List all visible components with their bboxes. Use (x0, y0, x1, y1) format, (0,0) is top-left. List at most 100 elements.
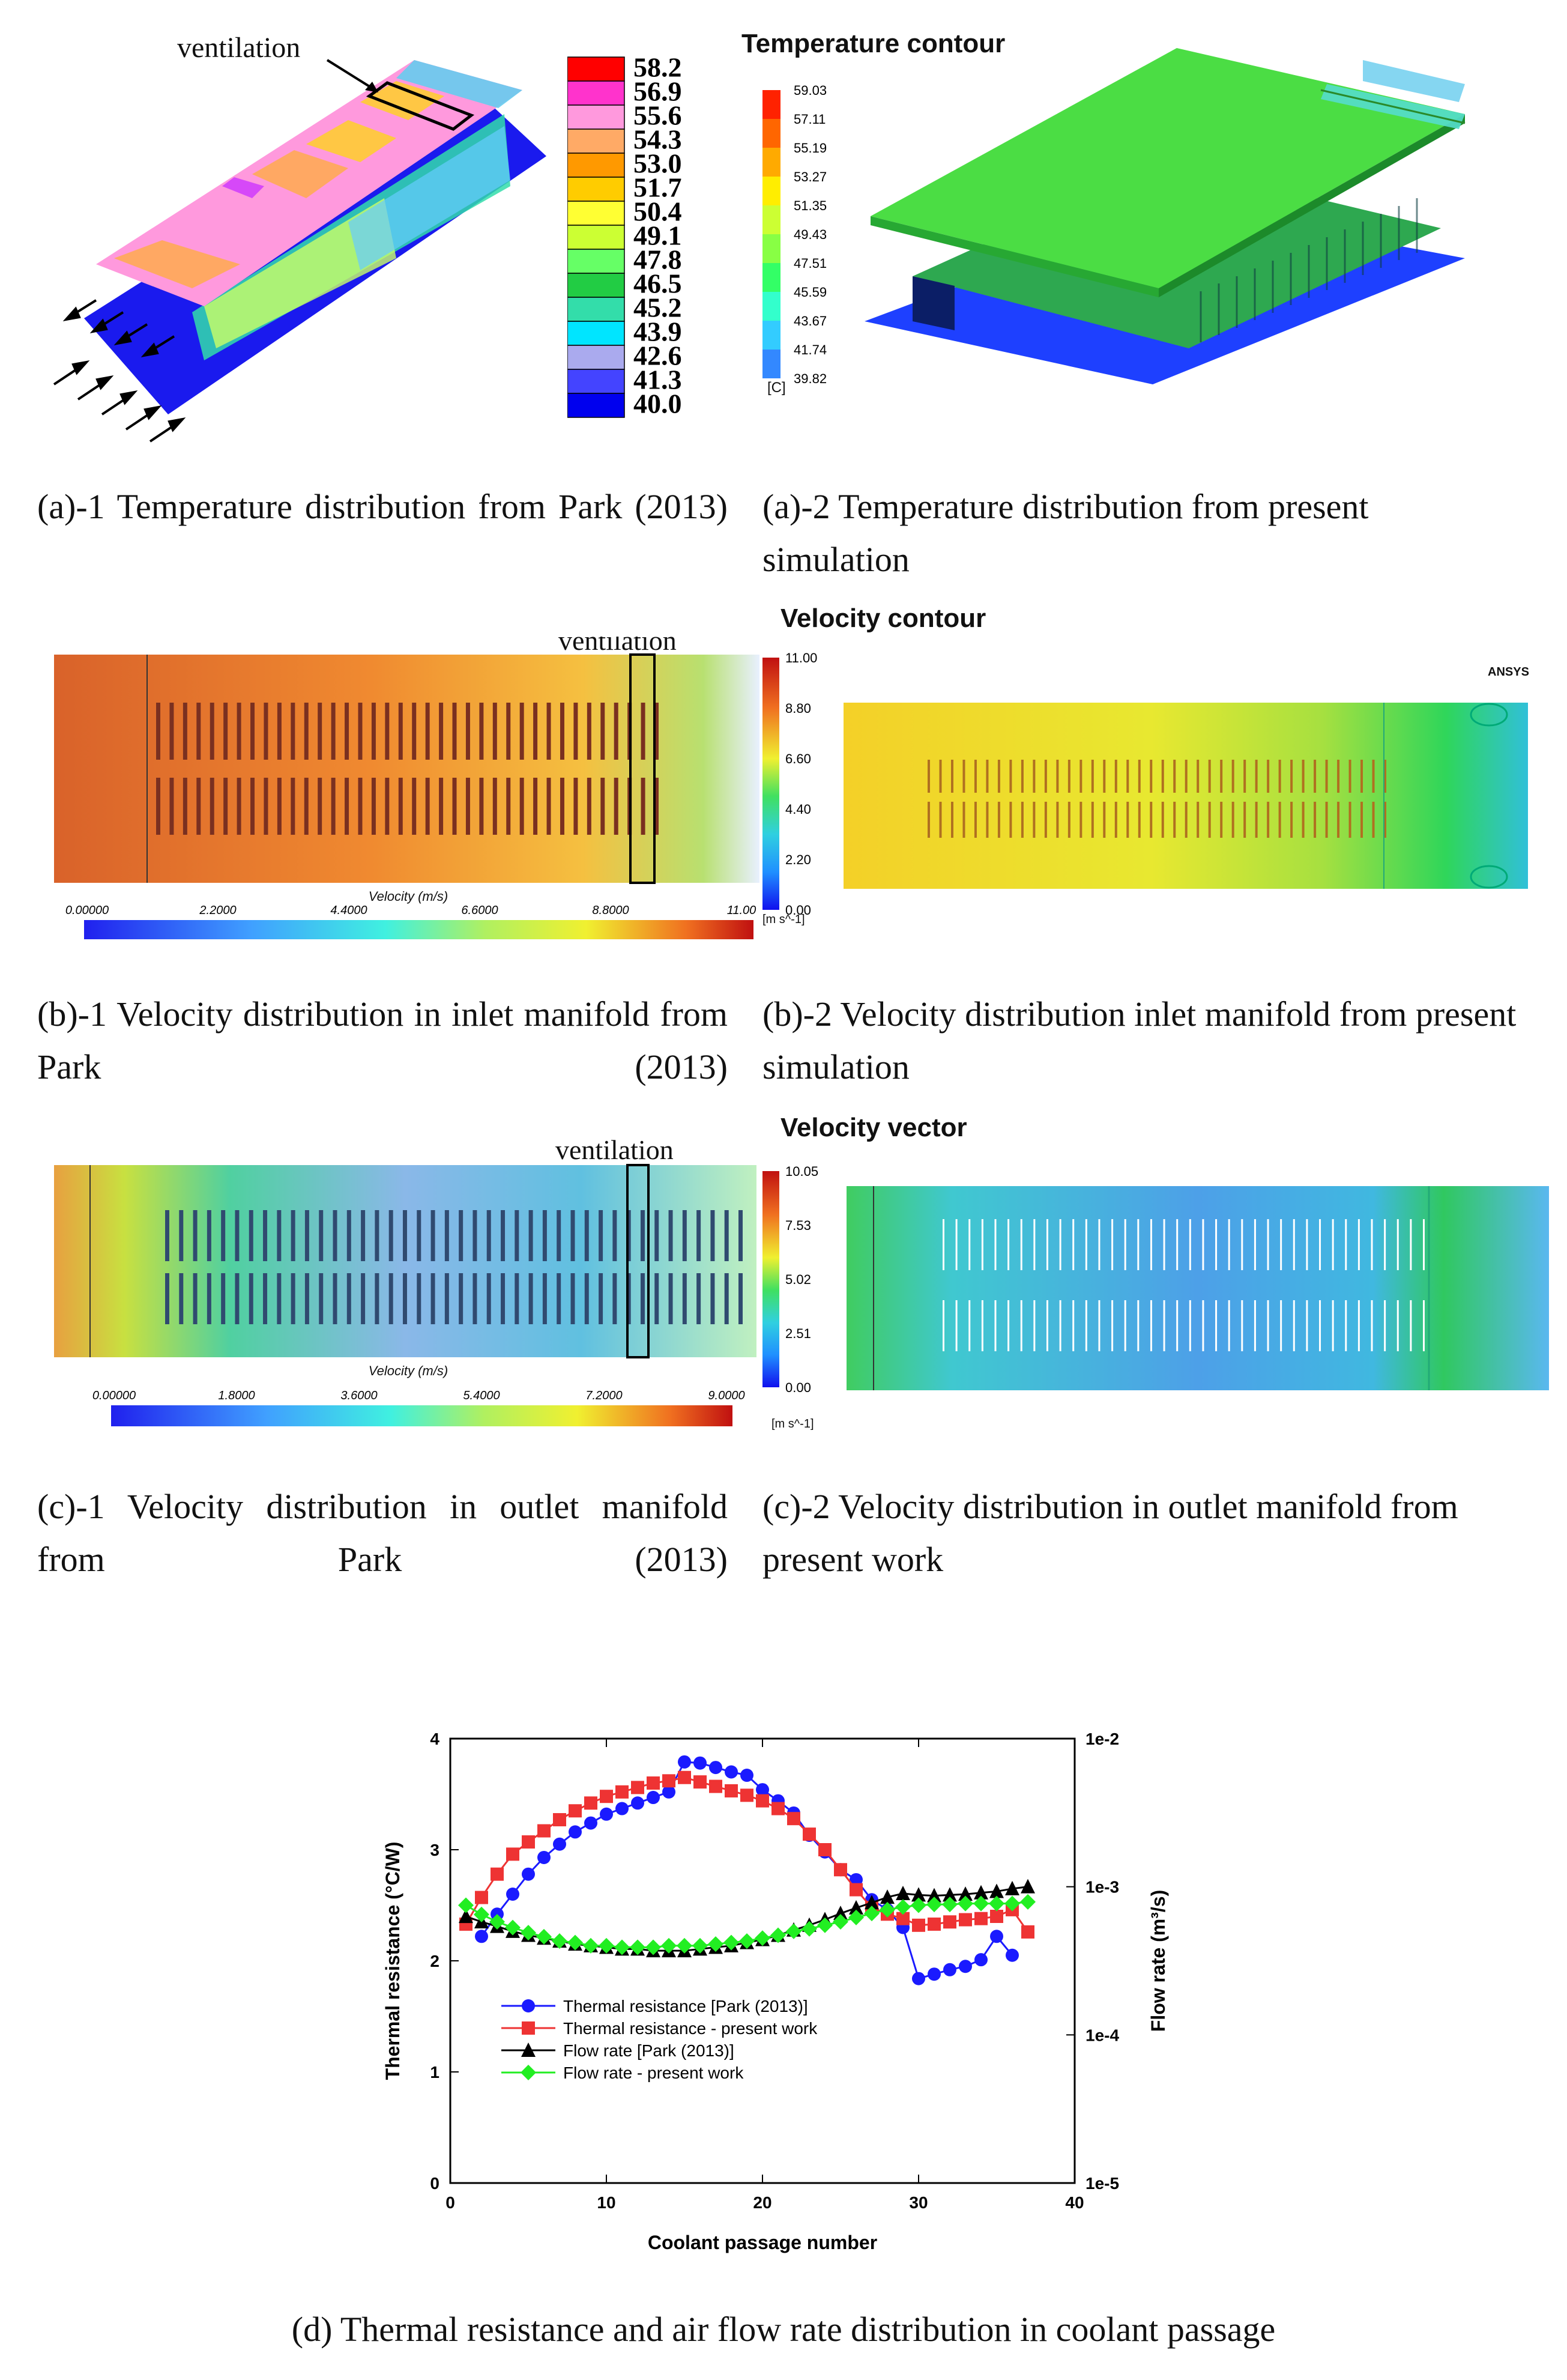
fin (1384, 1219, 1386, 1270)
c2-title: Velocity vector (780, 1113, 967, 1142)
fin (557, 1210, 561, 1261)
data-point (973, 1895, 989, 1912)
data-point (709, 1779, 722, 1793)
legend-label: Flow rate - present work (563, 2064, 744, 2082)
b2-legend-value: 0.00 (785, 903, 811, 918)
fin (430, 1273, 435, 1324)
fin (1176, 1219, 1179, 1270)
fin (1085, 1219, 1087, 1270)
fin (1319, 1300, 1321, 1351)
fin (1111, 1300, 1114, 1351)
fin (1009, 760, 1012, 793)
c2-legend: 10.05 7.53 5.02 2.51 0.00 (762, 1164, 841, 1417)
fin (724, 1273, 729, 1324)
a2-legend-swatch (762, 263, 780, 292)
fin (1254, 1300, 1256, 1351)
data-point (600, 1790, 613, 1803)
fin (515, 1210, 519, 1261)
figure-a1: ventilation (24, 24, 744, 444)
data-point (755, 1930, 770, 1946)
a2-legend: 59.03 57.11 55.19 53.27 51.35 49.43 47.51 45.59… (762, 83, 847, 386)
fin (1185, 802, 1188, 838)
fin (331, 703, 336, 760)
fin (1033, 1300, 1036, 1351)
a2-legend-swatch (762, 119, 780, 148)
y2-tick-label: 1e-3 (1085, 1878, 1119, 1897)
fin (479, 703, 484, 760)
legend-label: Thermal resistance [Park (2013)] (563, 1997, 808, 2015)
a1-legend-value: 47.8 (633, 244, 682, 275)
fin (361, 1210, 366, 1261)
fin (612, 1273, 617, 1324)
y-tick-label: 3 (430, 1841, 439, 1859)
legend-label: Thermal resistance - present work (563, 2019, 818, 2038)
b1-tick-label: 11.00 (727, 904, 756, 917)
data-point (928, 1917, 941, 1931)
x-tick-label: 0 (445, 2193, 455, 2212)
fin (1345, 1300, 1347, 1351)
fin (1372, 760, 1375, 793)
fin (587, 703, 591, 760)
fin (928, 802, 930, 838)
fin (249, 1210, 253, 1261)
a2-legend-value: 43.67 (794, 313, 827, 329)
data-point (974, 1885, 988, 1900)
data-point (522, 1835, 535, 1849)
fin (291, 778, 295, 835)
data-point (553, 1837, 566, 1851)
a2-legend-swatch (762, 205, 780, 234)
data-point (583, 1937, 599, 1954)
a1-legend-swatch (567, 393, 625, 418)
fin (1290, 802, 1293, 838)
fin (1176, 1300, 1179, 1351)
fin (196, 703, 201, 760)
fin (1280, 1300, 1282, 1351)
fin (1241, 1300, 1243, 1351)
fin (371, 703, 376, 760)
fin (1314, 760, 1317, 793)
c1-tick-label: 7.2000 (585, 1389, 622, 1402)
fin (1067, 802, 1070, 838)
fin (1280, 1219, 1282, 1270)
fin (519, 703, 524, 760)
data-point (864, 1906, 880, 1922)
data-point (645, 1939, 661, 1955)
fin (1215, 1219, 1218, 1270)
fin (1056, 760, 1059, 793)
y2-tick-label: 1e-5 (1085, 2174, 1119, 2193)
a1-legend-swatch (567, 201, 625, 226)
fin (573, 778, 578, 835)
data-point (787, 1812, 800, 1826)
data-point (771, 1802, 785, 1815)
data-point (895, 1899, 911, 1915)
a2-caption: (a)-2 Temperature distribution from pres… (762, 487, 1369, 579)
fin (277, 778, 282, 835)
data-point (818, 1843, 832, 1856)
fin (600, 703, 605, 760)
fin (1241, 1219, 1243, 1270)
a1-legend-svg: 58.256.955.654.353.051.750.449.147.846.5… (567, 52, 682, 419)
fin (1197, 802, 1200, 838)
data-point (662, 1774, 675, 1788)
c1-axis-title: Velocity (m/s) (369, 1363, 448, 1378)
fin (1114, 760, 1117, 793)
ansys-logo: ANSYS (1488, 665, 1529, 679)
fin (1021, 760, 1024, 793)
fin (641, 703, 645, 760)
fin (459, 1210, 463, 1261)
fin (1079, 802, 1082, 838)
fin (1332, 1300, 1334, 1351)
c1-ventilation-box (626, 1164, 650, 1358)
data-point (474, 1906, 489, 1922)
data-point (489, 1914, 505, 1930)
data-point (599, 1937, 614, 1954)
figure-b2-graphic (844, 703, 1528, 889)
c2-legend-value: 7.53 (785, 1218, 811, 1233)
figure-c2-graphic (847, 1186, 1549, 1390)
fin (1150, 1219, 1152, 1270)
a1-legend-value: 54.3 (633, 124, 682, 155)
a2-unit: [C] (767, 380, 786, 396)
fin (533, 703, 538, 760)
c2-legend-svg: 10.05 7.53 5.02 2.51 0.00 (762, 1164, 818, 1395)
x-tick-label: 40 (1065, 2193, 1084, 2212)
